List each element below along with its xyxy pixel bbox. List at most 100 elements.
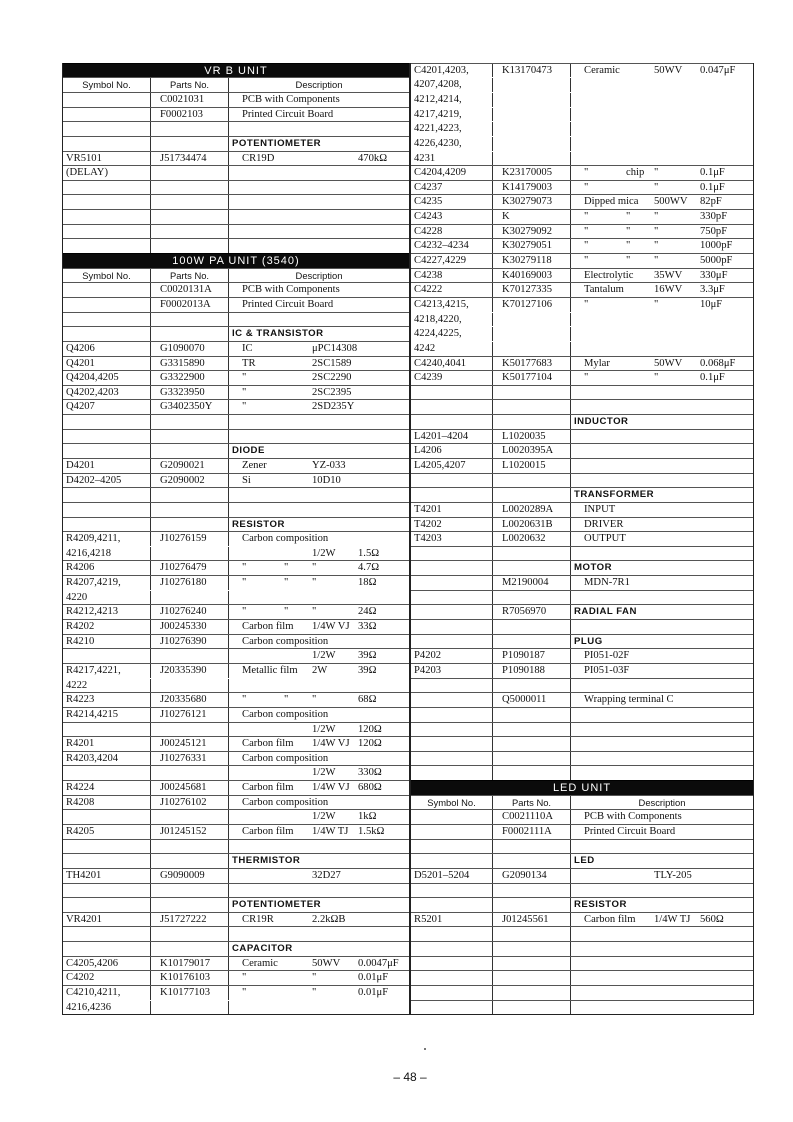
description: PCB with Components bbox=[571, 810, 753, 824]
description: PI051-02F bbox=[571, 649, 753, 663]
description: " chip " 0.1μF bbox=[571, 166, 753, 180]
symbol-no bbox=[411, 986, 493, 1000]
symbol-no bbox=[63, 839, 151, 854]
parts-no: K50177104 bbox=[493, 371, 571, 385]
symbol-no: C4235 bbox=[411, 195, 493, 210]
category-label: THERMISTOR bbox=[232, 855, 301, 867]
parts-no: J00245121 bbox=[151, 737, 229, 751]
description-field: 1.5Ω bbox=[358, 547, 380, 559]
description-field: " bbox=[654, 298, 659, 310]
description-field: " bbox=[654, 225, 659, 237]
table-row bbox=[63, 926, 409, 942]
description: PCB with Components bbox=[229, 93, 409, 107]
symbol-no bbox=[63, 327, 151, 341]
symbol-no bbox=[63, 312, 151, 327]
table-row: P4203 P1090188 PI051-03F bbox=[411, 662, 753, 678]
description-field: 5000pF bbox=[700, 255, 733, 267]
description: 1/2W 330Ω bbox=[229, 766, 409, 780]
description: Wrapping terminal C bbox=[571, 693, 753, 707]
parts-no: K10176103 bbox=[151, 971, 229, 986]
table-row: D5201–5204 G2090134 TLY-205 bbox=[411, 867, 753, 883]
description-field: " bbox=[312, 562, 317, 574]
symbol-no bbox=[63, 444, 151, 458]
description bbox=[571, 737, 753, 751]
table-row bbox=[411, 399, 753, 415]
parts-no bbox=[151, 590, 229, 605]
table-row bbox=[63, 311, 409, 327]
description-field: Printed Circuit Board bbox=[584, 826, 676, 837]
parts-no bbox=[493, 971, 571, 986]
table-row: D4202–4205 G2090002 Si 10D10 bbox=[63, 472, 409, 488]
description-field: " bbox=[242, 972, 247, 984]
description: RADIAL FAN bbox=[571, 605, 753, 619]
symbol-no: C4238 bbox=[411, 268, 493, 283]
description-field: 0.1μF bbox=[700, 167, 725, 179]
description-field: 680Ω bbox=[358, 782, 382, 794]
table-row: C4240,4041 K50177683 Mylar 50WV 0.068μF bbox=[411, 355, 753, 371]
table-row: R5201 J01245561 Carbon film 1/4W TJ 560Ω bbox=[411, 911, 753, 927]
parts-no bbox=[493, 415, 571, 429]
symbol-no bbox=[63, 224, 151, 239]
table-row bbox=[63, 179, 409, 195]
parts-no bbox=[493, 883, 571, 898]
parts-no bbox=[151, 415, 229, 429]
column-header-symbol: Symbol No. bbox=[411, 795, 493, 810]
symbol-no bbox=[411, 722, 493, 737]
parts-no: G3323950 bbox=[151, 385, 229, 400]
description-field: MDN-7R1 bbox=[584, 577, 630, 589]
table-row bbox=[411, 619, 753, 634]
description-field: 1/4W VJ bbox=[312, 621, 350, 633]
description bbox=[229, 430, 409, 444]
symbol-no: C4227,4229 bbox=[411, 254, 493, 268]
table-row: 4224,4225, bbox=[411, 326, 753, 341]
description: POTENTIOMETER bbox=[229, 137, 409, 151]
table-row: C0020131A PCB with Components bbox=[63, 282, 409, 297]
symbol-no: L4201–4204 bbox=[411, 429, 493, 444]
symbol-no: R4210 bbox=[63, 634, 151, 649]
symbol-no: 4221,4223, bbox=[411, 122, 493, 136]
table-row bbox=[63, 209, 409, 224]
table-row: C4227,4229 K30279118 " " " 5000pF bbox=[411, 253, 753, 268]
table-row bbox=[63, 121, 409, 136]
symbol-no: 4218,4220, bbox=[411, 312, 493, 327]
category-label: RADIAL FAN bbox=[574, 606, 637, 618]
parts-no bbox=[151, 327, 229, 341]
symbol-no bbox=[411, 415, 493, 429]
description: DRIVER bbox=[571, 518, 753, 532]
parts-no bbox=[151, 122, 229, 136]
parts-no bbox=[151, 1000, 229, 1015]
description-field: 50WV bbox=[312, 957, 341, 969]
description-field: Si bbox=[242, 474, 251, 486]
symbol-no: Q4207 bbox=[63, 400, 151, 415]
category-label: LED bbox=[574, 855, 595, 867]
description: " " " 24Ω bbox=[229, 605, 409, 619]
category-row: RESISTOR bbox=[63, 516, 409, 532]
symbol-no bbox=[411, 473, 493, 488]
category-row: PLUG bbox=[411, 633, 753, 649]
description-field: TR bbox=[242, 357, 256, 369]
symbol-no: 4222 bbox=[63, 678, 151, 693]
parts-no bbox=[151, 180, 229, 195]
parts-no: J01245152 bbox=[151, 825, 229, 839]
parts-no: K14179003 bbox=[493, 180, 571, 195]
description-field: Carbon film bbox=[242, 782, 294, 794]
parts-no bbox=[493, 327, 571, 341]
description-field: " bbox=[284, 562, 289, 574]
parts-no bbox=[493, 341, 571, 356]
symbol-no: C4202 bbox=[63, 971, 151, 986]
category-row: THERMISTOR bbox=[63, 853, 409, 868]
table-row: C4238 K40169003 Electrolytic 35WV 330μF bbox=[411, 267, 753, 283]
table-row: 1/2W 120Ω bbox=[63, 721, 409, 737]
description: 1/2W 1.5Ω bbox=[229, 547, 409, 561]
table-row: Q4206 G1090070 IC μPC14308 bbox=[63, 340, 409, 356]
parts-no bbox=[151, 210, 229, 224]
description bbox=[229, 679, 409, 693]
table-row bbox=[63, 428, 409, 444]
parts-no bbox=[151, 722, 229, 737]
category-row: POTENTIOMETER bbox=[63, 135, 409, 151]
parts-no bbox=[151, 502, 229, 517]
table-row: 4226,4230, bbox=[411, 136, 753, 151]
table-row: (DELAY) bbox=[63, 165, 409, 180]
table-row bbox=[411, 765, 753, 781]
table-row: C4235 K30279073 Dipped mica 500WV 82pF bbox=[411, 194, 753, 210]
